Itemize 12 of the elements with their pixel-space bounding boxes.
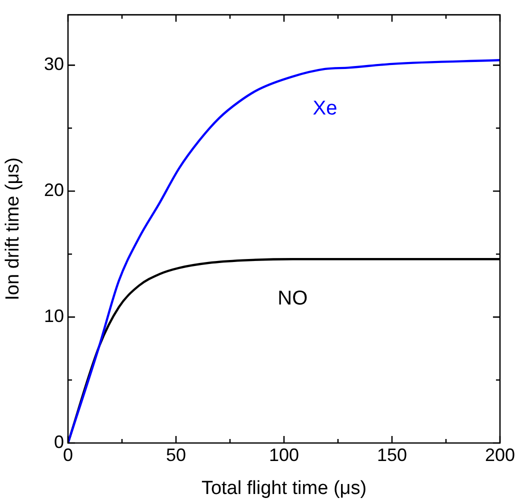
series-label: NO — [278, 288, 308, 310]
y-tick-label: 20 — [44, 180, 64, 200]
y-tick-label: 30 — [44, 54, 64, 74]
x-tick-label: 50 — [166, 444, 186, 465]
x-tick-label: 100 — [268, 444, 300, 465]
x-tick-label: 150 — [376, 444, 408, 465]
y-tick-label: 10 — [44, 306, 64, 326]
x-tick-label: 200 — [484, 444, 516, 465]
y-axis-title: Ion drift time (μs) — [2, 157, 24, 300]
x-axis-title: Total flight time (μs) — [201, 478, 367, 499]
series-label: Xe — [312, 97, 338, 120]
y-tick-label: 0 — [54, 432, 64, 452]
